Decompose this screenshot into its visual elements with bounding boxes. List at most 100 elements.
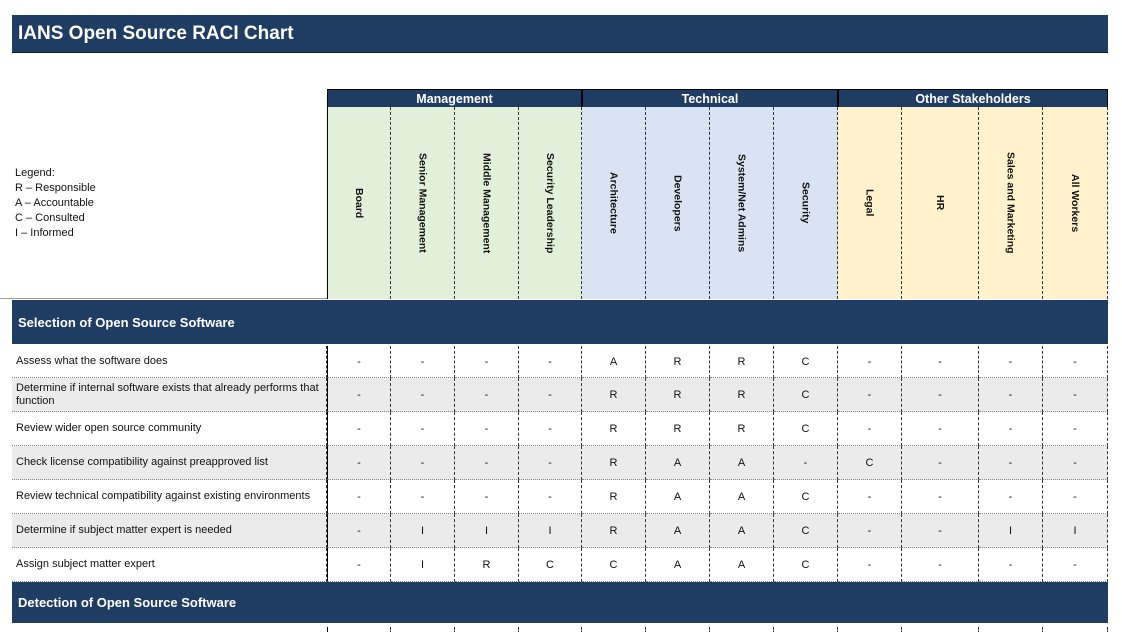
task-label: Assign subject matter expert: [12, 548, 327, 582]
raci-cell: R: [710, 378, 774, 412]
task-label: Determine if subject matter expert is ne…: [12, 514, 327, 548]
legend-heading: Legend:: [15, 167, 55, 179]
raci-cell: -: [327, 480, 391, 514]
column-label: Architecture: [607, 172, 620, 234]
column-label: Security Leadership: [544, 152, 556, 254]
legend-item: A – Accountable: [15, 197, 94, 209]
section-header: Selection of Open Source Software: [12, 300, 1108, 344]
raci-cell: C: [774, 514, 838, 548]
column-label: Legal: [863, 189, 876, 217]
raci-cell: -: [455, 412, 519, 446]
empty-cell: [519, 627, 582, 632]
column-header: Legal: [838, 107, 902, 299]
empty-cell: [455, 627, 519, 632]
raci-cell: -: [979, 378, 1043, 412]
group-header: Management: [327, 89, 582, 107]
raci-cell: C: [774, 480, 838, 514]
empty-cell: [838, 627, 902, 632]
column-label: Board: [353, 187, 365, 219]
column-header: System/Net Admins: [710, 107, 774, 299]
column-header: Board: [327, 107, 391, 299]
raci-cell: -: [391, 346, 455, 378]
raci-cell: -: [327, 412, 391, 446]
raci-cell: I: [519, 514, 582, 548]
column-header: Sales and Marketing: [979, 107, 1043, 299]
raci-cell: A: [646, 514, 710, 548]
raci-cell: -: [838, 412, 902, 446]
legend-item: R – Responsible: [15, 182, 96, 194]
raci-cell: -: [838, 514, 902, 548]
raci-cell: -: [1043, 548, 1108, 582]
raci-cell: -: [327, 548, 391, 582]
raci-cell: -: [838, 548, 902, 582]
raci-cell: I: [391, 548, 455, 582]
raci-cell: -: [902, 480, 979, 514]
raci-cell: R: [582, 480, 646, 514]
column-header: Middle Management: [455, 107, 519, 299]
raci-cell: -: [979, 548, 1043, 582]
column-label: Middle Management: [480, 152, 493, 254]
raci-cell: I: [1043, 514, 1108, 548]
raci-cell: R: [455, 548, 519, 582]
raci-cell: -: [838, 480, 902, 514]
empty-cell: [327, 627, 391, 632]
empty-cell: [710, 627, 774, 632]
title-bar: IANS Open Source RACI Chart: [12, 15, 1108, 53]
raci-cell: -: [1043, 446, 1108, 480]
raci-cell: R: [582, 412, 646, 446]
column-header: Developers: [646, 107, 710, 299]
raci-cell: -: [455, 446, 519, 480]
raci-cell: -: [519, 346, 582, 378]
column-label: HR: [934, 195, 946, 211]
raci-cell: -: [327, 446, 391, 480]
raci-cell: -: [902, 548, 979, 582]
raci-cell: -: [391, 378, 455, 412]
column-header: HR: [902, 107, 979, 299]
empty-cell: [902, 627, 979, 632]
raci-cell: -: [838, 378, 902, 412]
raci-cell: A: [710, 514, 774, 548]
raci-cell: R: [710, 412, 774, 446]
column-header: Security: [774, 107, 838, 299]
raci-cell: -: [391, 480, 455, 514]
raci-cell: -: [327, 378, 391, 412]
task-label: Review technical compatibility against e…: [12, 480, 327, 514]
empty-cell: [774, 627, 838, 632]
raci-cell: -: [327, 346, 391, 378]
raci-cell: -: [391, 446, 455, 480]
raci-cell: -: [902, 514, 979, 548]
raci-cell: A: [646, 446, 710, 480]
empty-cell: [979, 627, 1043, 632]
column-label: System/Net Admins: [735, 153, 748, 253]
raci-cell: R: [646, 412, 710, 446]
raci-cell: -: [979, 446, 1043, 480]
raci-cell: -: [902, 412, 979, 446]
raci-cell: -: [902, 446, 979, 480]
task-label: Check license compatibility against prea…: [12, 446, 327, 480]
raci-cell: C: [519, 548, 582, 582]
raci-cell: I: [391, 514, 455, 548]
raci-cell: A: [646, 548, 710, 582]
raci-cell: C: [774, 412, 838, 446]
raci-cell: R: [582, 446, 646, 480]
raci-cell: I: [979, 514, 1043, 548]
column-label: Security: [799, 182, 812, 224]
raci-cell: -: [455, 480, 519, 514]
legend-item: I – Informed: [15, 227, 74, 239]
legend: Legend: R – Responsible A – Accountable C –…: [15, 166, 96, 241]
raci-cell: -: [519, 412, 582, 446]
column-label: All Workers: [1069, 173, 1081, 233]
column-label: Developers: [671, 174, 684, 232]
empty-cell: [582, 627, 646, 632]
empty-cell: [391, 627, 455, 632]
task-label: Assess what the software does: [12, 346, 327, 378]
raci-cell: -: [1043, 346, 1108, 378]
raci-cell: -: [979, 480, 1043, 514]
raci-cell: -: [391, 412, 455, 446]
empty-cell: [1043, 627, 1108, 632]
raci-cell: -: [1043, 412, 1108, 446]
section-header: Detection of Open Source Software: [12, 582, 1108, 623]
raci-cell: R: [582, 378, 646, 412]
task-label: Review wider open source community: [12, 412, 327, 446]
